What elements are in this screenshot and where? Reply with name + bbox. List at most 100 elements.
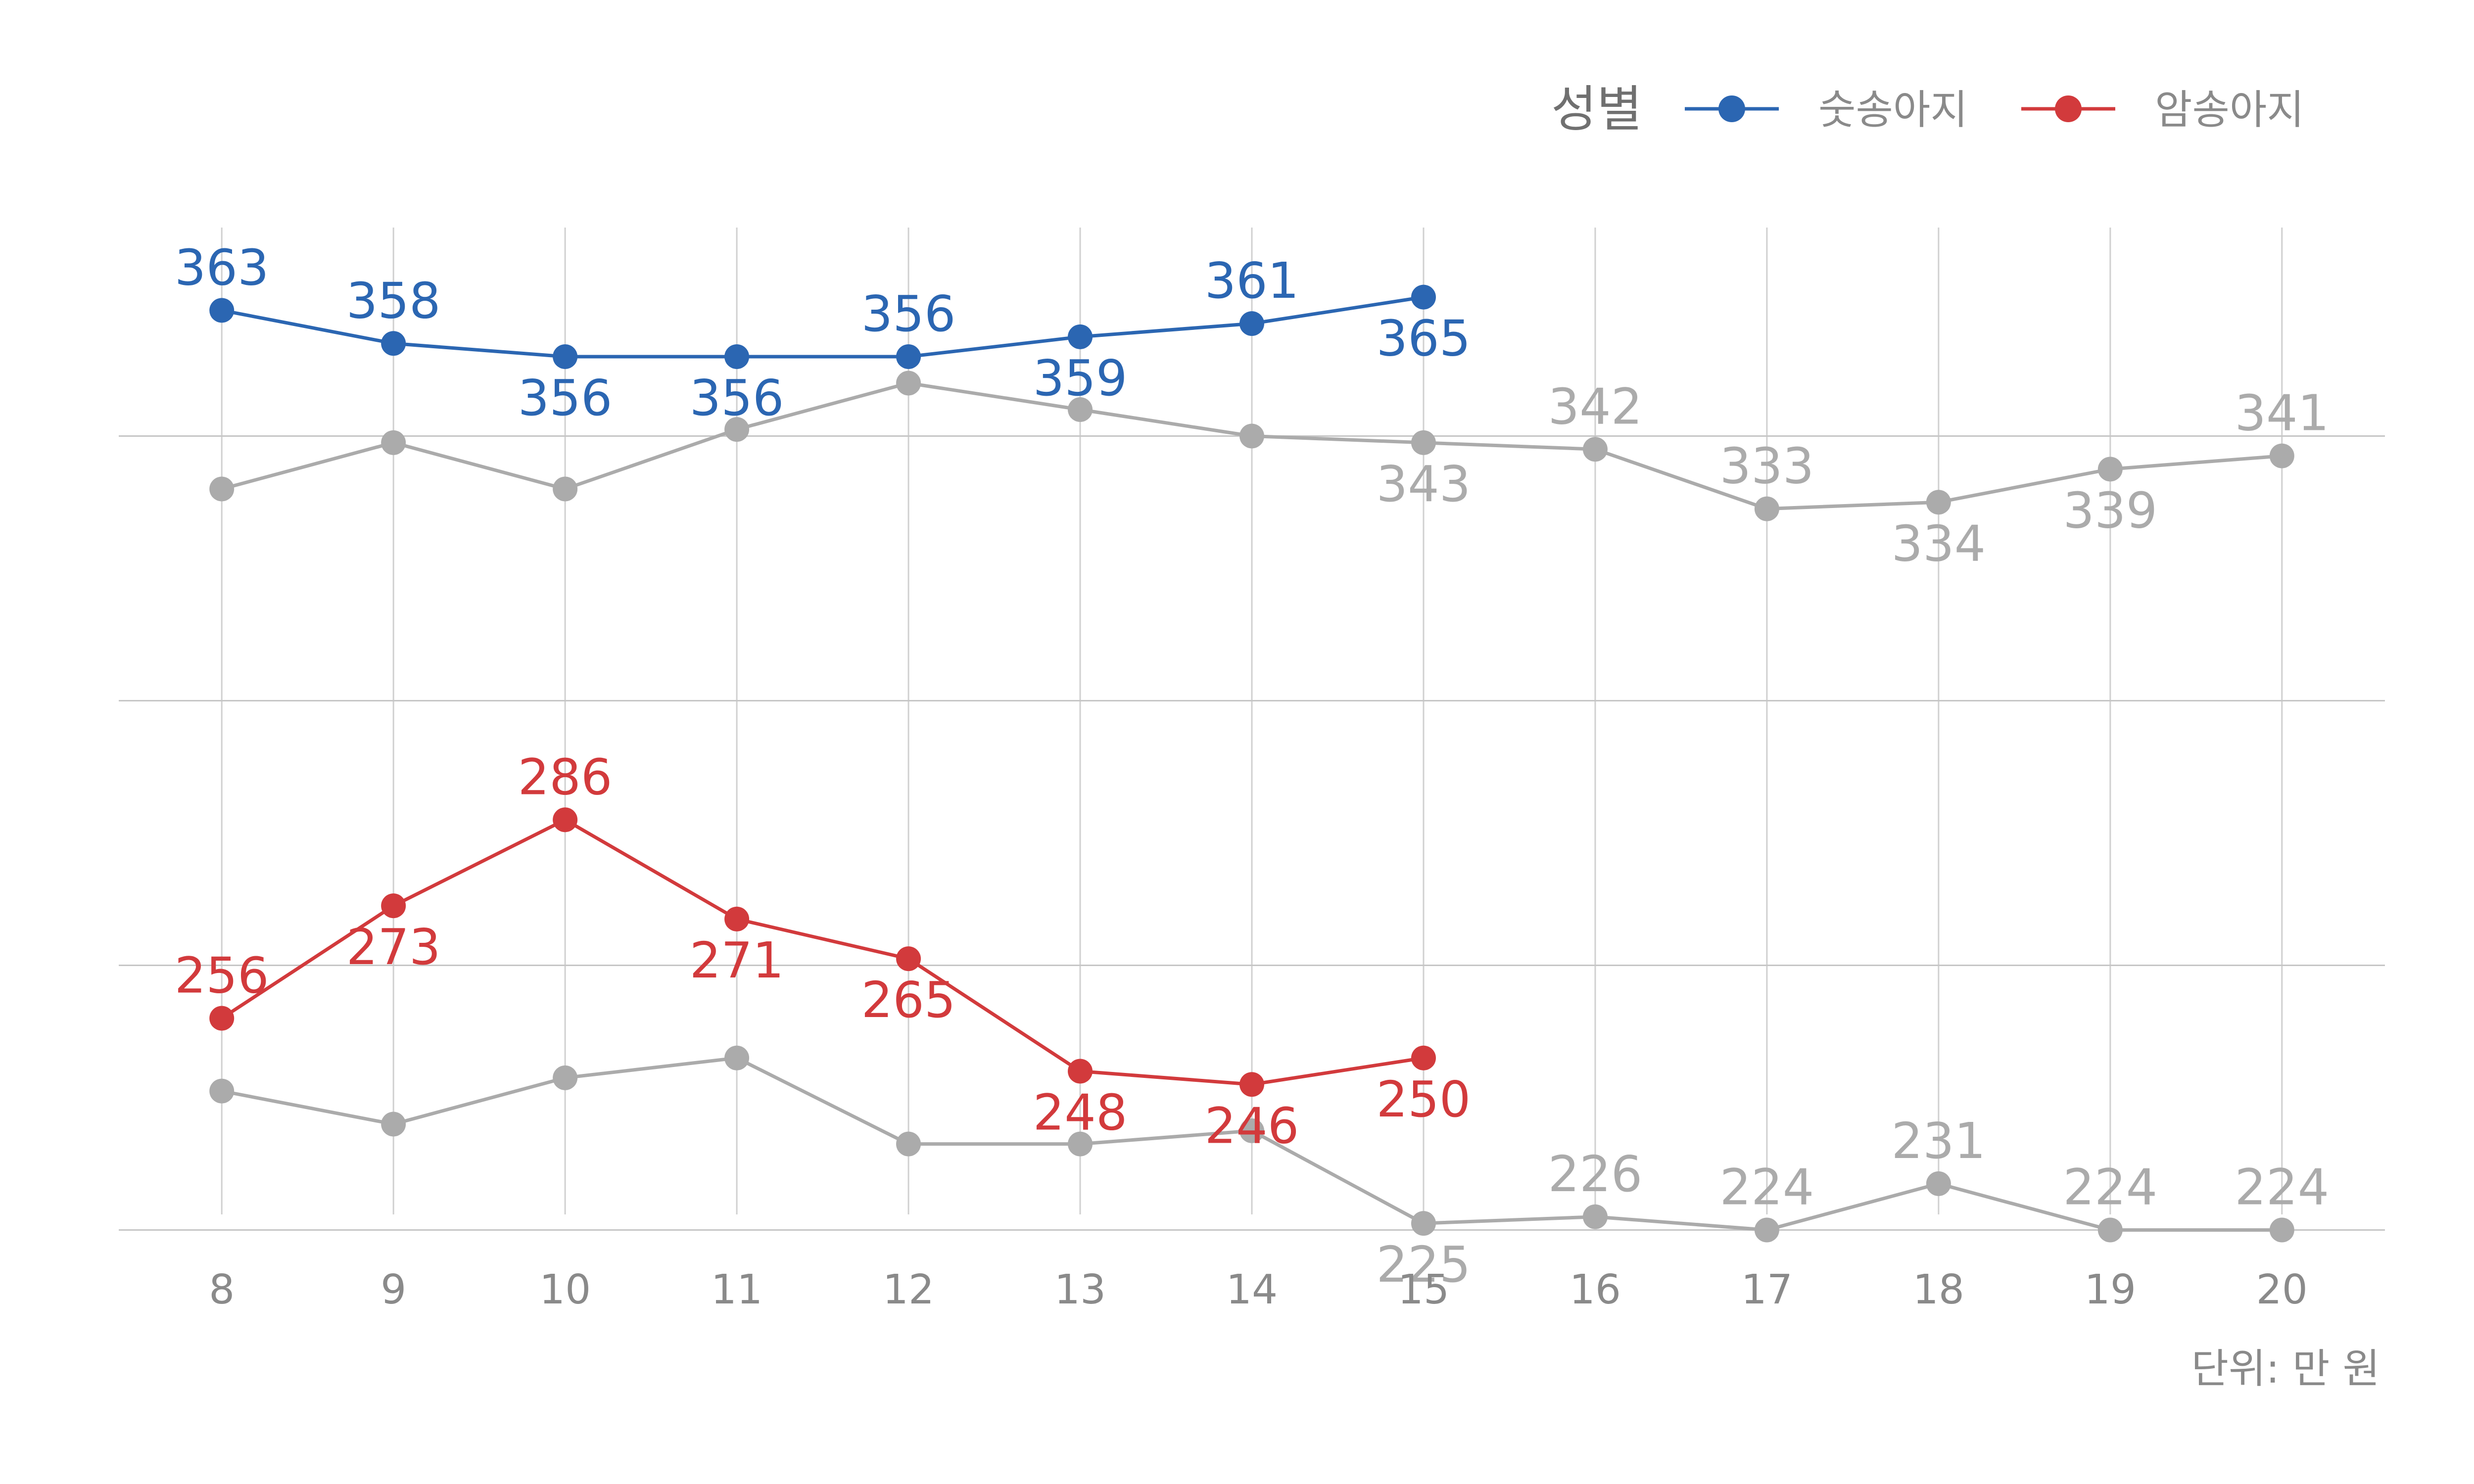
data-label-layer: 343 342 333 334 339 341 225 226 224 231 224 224 363 3…: [175, 238, 2330, 1294]
data-point: [2269, 443, 2294, 468]
data-point: [2097, 457, 2123, 482]
data-point: [1411, 430, 1436, 455]
data-point: [1926, 490, 1951, 515]
data-point: [1582, 437, 1608, 462]
data-label: 250: [1377, 1070, 1471, 1128]
data-label: 356: [861, 285, 956, 343]
legend-label: 숫송아지: [1818, 87, 1968, 134]
data-point: [381, 430, 406, 455]
x-tick-label: 13: [1054, 1266, 1106, 1313]
data-point: [209, 1078, 235, 1104]
data-label: 342: [1548, 377, 1643, 435]
data-point: [2269, 1217, 2294, 1243]
data-point: [1411, 1045, 1436, 1070]
data-label: 225: [1377, 1236, 1471, 1294]
data-point: [1068, 1131, 1093, 1157]
x-tick-label: 19: [2085, 1266, 2136, 1313]
x-tick-label: 17: [1741, 1266, 1793, 1313]
legend-entries: 숫송아지 암송아지: [1685, 87, 2304, 134]
legend-title: 성별: [1551, 80, 1642, 138]
data-label: 246: [1205, 1097, 1299, 1155]
data-point: [1239, 311, 1264, 336]
data-label: 361: [1205, 252, 1299, 310]
x-tick-label: 11: [711, 1266, 762, 1313]
x-tick-label: 16: [1570, 1266, 1621, 1313]
data-point: [2097, 1217, 2123, 1243]
data-label: 334: [1891, 514, 1986, 572]
data-point: [1239, 1118, 1264, 1143]
series-context: [209, 1045, 2294, 1243]
data-point: [1068, 397, 1093, 422]
legend: 성별 숫송아지 암송아지: [1551, 80, 2304, 138]
series-line: [221, 295, 1424, 359]
x-tick-label: 20: [2256, 1266, 2308, 1313]
data-label: 256: [175, 947, 269, 1005]
x-tick-label: 8: [209, 1266, 235, 1313]
data-point: [381, 331, 406, 356]
data-point: [1239, 1072, 1264, 1097]
data-point: [896, 371, 921, 396]
series-highlight: [209, 807, 1436, 1097]
data-label: 224: [1719, 1159, 1814, 1216]
data-point: [1239, 423, 1264, 449]
data-label: 273: [346, 918, 441, 976]
data-point: [553, 1065, 578, 1090]
data-point: [896, 946, 921, 972]
data-point: [724, 1045, 750, 1070]
data-point: [1754, 1217, 1779, 1243]
x-tick-label: 14: [1226, 1266, 1278, 1313]
data-label: 356: [518, 369, 613, 427]
data-point: [209, 476, 235, 502]
data-point: [381, 893, 406, 919]
legend-entry: 숫송아지: [1685, 87, 1968, 134]
data-label: 286: [518, 748, 613, 806]
data-label: 356: [690, 369, 784, 427]
x-tick-label: 12: [883, 1266, 934, 1313]
data-label: 333: [1719, 437, 1814, 495]
data-label: 363: [175, 238, 269, 296]
legend-swatch-point: [2055, 95, 2082, 122]
series-context: [209, 371, 2294, 521]
data-point: [1411, 1211, 1436, 1236]
data-label: 341: [2235, 384, 2329, 442]
data-label: 224: [2063, 1159, 2157, 1216]
unit-caption: 단위: 만 원: [2191, 1345, 2380, 1392]
x-tick-label: 10: [539, 1266, 591, 1313]
x-tick-label: 18: [1913, 1266, 1964, 1313]
data-label: 359: [1033, 349, 1128, 407]
data-label: 365: [1377, 310, 1471, 368]
data-point: [553, 476, 578, 502]
series-highlight: [209, 284, 1436, 369]
x-tick-label: 15: [1398, 1266, 1449, 1313]
data-point: [896, 344, 921, 369]
data-point: [724, 417, 750, 442]
data-label: 226: [1548, 1145, 1643, 1203]
data-point: [1926, 1171, 1951, 1196]
data-point: [1068, 1059, 1093, 1084]
legend-swatch-point: [1718, 95, 1745, 122]
data-label: 248: [1033, 1084, 1128, 1142]
data-label: 358: [346, 272, 441, 329]
series-line: [221, 818, 1424, 1086]
data-point: [209, 1006, 235, 1031]
data-label: 224: [2235, 1159, 2329, 1216]
data-label: 265: [861, 971, 956, 1029]
data-label: 231: [1891, 1112, 1986, 1170]
data-point: [724, 344, 750, 369]
data-point: [553, 344, 578, 369]
x-tick-label: 9: [381, 1266, 406, 1313]
x-axis: 8 9 10 11 12 13 14 15 16 17 18 19 20: [209, 1266, 2308, 1313]
legend-entry: 암송아지: [2021, 87, 2304, 134]
data-label: 271: [690, 931, 784, 989]
data-point: [381, 1112, 406, 1137]
data-point: [896, 1131, 921, 1157]
data-point: [1754, 496, 1779, 521]
data-point: [1411, 284, 1436, 310]
data-point: [724, 906, 750, 931]
data-point: [553, 807, 578, 833]
data-label: 343: [1377, 455, 1471, 513]
legend-label: 암송아지: [2155, 87, 2304, 134]
series-layer: [209, 284, 2294, 1243]
data-point: [209, 298, 235, 323]
